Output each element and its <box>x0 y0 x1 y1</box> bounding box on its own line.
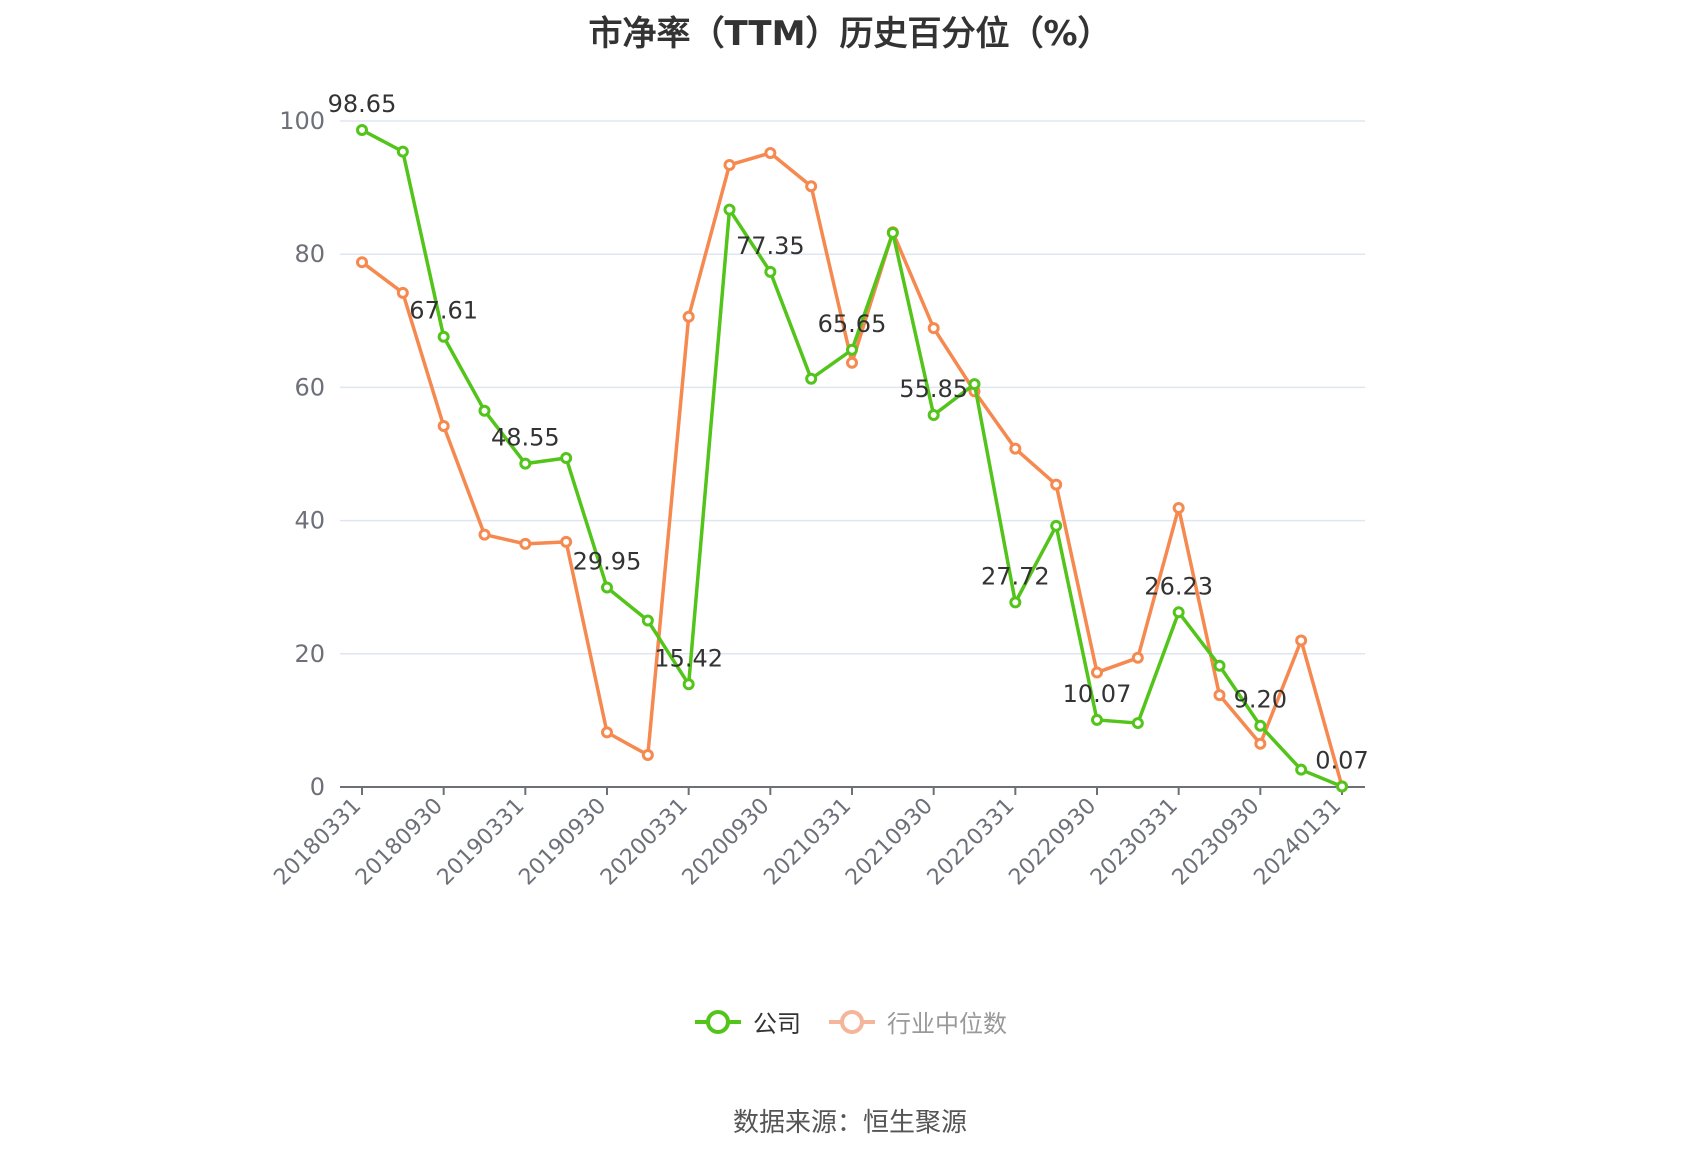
x-tick-label-20210331: 20210331 <box>759 794 856 891</box>
point-company-20220930 <box>1091 713 1103 726</box>
data-label-company-20190331: 48.55 <box>491 424 560 452</box>
x-tick-label-20180331: 20180331 <box>269 794 366 891</box>
point-company-20200930 <box>764 265 777 278</box>
x-tick-label-20210930: 20210930 <box>841 794 938 891</box>
chart-title: 市净率（TTM）历史百分位（%） <box>588 14 1112 54</box>
series-layer <box>356 123 1348 793</box>
x-tick-label-20240131: 20240131 <box>1249 794 1346 891</box>
data-label-company-20200331: 15.42 <box>654 644 723 672</box>
point-company-20230331 <box>1172 606 1185 619</box>
series-line-company <box>361 128 1343 789</box>
x-tick-label-20190331: 20190331 <box>433 794 530 891</box>
y-tick-label-60: 60 <box>294 373 325 401</box>
data-label-company-20210331: 65.65 <box>818 310 887 338</box>
legend: 公司 行业中位数 <box>0 1004 1700 1039</box>
data-label-company-20240131: 0.07 <box>1315 747 1368 775</box>
data-label-company-20190930: 29.95 <box>573 548 642 576</box>
x-tick-label-20230930: 20230930 <box>1168 794 1265 891</box>
data-label-company-20200930: 77.35 <box>736 232 805 260</box>
legend-label-company: 公司 <box>753 1010 801 1038</box>
data-source: 数据来源：恒生聚源 <box>732 1108 967 1138</box>
y-tick-label-20: 20 <box>294 640 325 668</box>
point-company-20180930 <box>437 330 450 343</box>
point-industry-median-20220630 <box>1050 478 1063 491</box>
point-company-20191231 <box>641 614 654 627</box>
point-industry-median-20181231 <box>478 528 491 541</box>
x-tick-label-20230331: 20230331 <box>1086 794 1183 891</box>
point-company-20210930 <box>927 409 940 422</box>
x-axis: 2018033120180930201903312019093020200331… <box>269 786 1365 891</box>
series-line-industry-median <box>360 151 1344 787</box>
y-axis-ticks: 0 20 40 60 80 100 <box>279 107 325 801</box>
point-company-20210331 <box>846 343 858 356</box>
point-industry-median-20210930 <box>927 322 940 335</box>
point-company-20180630 <box>396 145 409 158</box>
point-company-20231231 <box>1295 763 1308 776</box>
legend-label-industry-median: 行业中位数 <box>887 1010 1007 1038</box>
data-label-company-20210930: 55.85 <box>899 375 968 403</box>
x-tick-label-20220930: 20220930 <box>1004 794 1101 891</box>
point-industry-median-20190930 <box>601 726 613 739</box>
point-company-20201231 <box>805 372 818 385</box>
data-label-company-20220331: 27.72 <box>981 562 1050 590</box>
point-company-20200630 <box>723 203 736 216</box>
point-company-20181231 <box>478 404 491 417</box>
x-tick-label-20190930: 20190930 <box>514 794 611 891</box>
y-tick-label-100: 100 <box>279 107 325 135</box>
x-tick-label-20200930: 20200930 <box>678 794 775 891</box>
legend-item-company[interactable]: 公司 <box>693 1004 801 1039</box>
legend-item-industry-median[interactable]: 行业中位数 <box>827 1004 1007 1039</box>
y-tick-label-0: 0 <box>310 773 325 801</box>
data-label-company-20180930: 67.61 <box>409 297 478 325</box>
point-industry-median-20230331 <box>1172 501 1185 514</box>
data-label-company-20220930: 10.07 <box>1063 680 1132 708</box>
point-company-20190331 <box>519 457 532 470</box>
point-industry-median-20221231 <box>1131 651 1144 664</box>
point-industry-median-20200630 <box>723 158 736 171</box>
point-company-20220331 <box>1009 596 1022 609</box>
point-company-20230630 <box>1213 659 1226 672</box>
point-company-20240131 <box>1336 780 1348 793</box>
legend-industry-marker-icon <box>829 1009 875 1034</box>
data-labels: 98.65 67.61 48.55 29.95 15.42 77.35 65.65 55.85… <box>328 90 1369 775</box>
data-label-company-20180331: 98.65 <box>328 90 397 118</box>
point-industry-median-20190630 <box>560 535 573 548</box>
point-industry-median-20190331 <box>519 537 532 550</box>
grid-lines <box>340 120 1365 655</box>
point-company-20221231 <box>1131 717 1144 730</box>
point-industry-median-20191231 <box>641 749 654 762</box>
point-company-20200331 <box>682 678 695 691</box>
point-company-20220630 <box>1050 519 1063 532</box>
point-industry-median-20200930 <box>764 146 777 159</box>
point-industry-median-20180331 <box>356 256 368 269</box>
x-tick-label-20200331: 20200331 <box>596 794 693 891</box>
point-company-20210630 <box>886 226 899 239</box>
point-industry-median-20220930 <box>1091 666 1103 679</box>
data-label-company-20230930: 9.20 <box>1234 686 1287 714</box>
point-industry-median-20230630 <box>1213 689 1226 702</box>
point-company-20190930 <box>601 581 613 594</box>
point-industry-median-20180930 <box>437 420 450 433</box>
point-industry-median-20180630 <box>396 286 409 299</box>
line-chart: 0 20 40 60 80 100 201803312018093020190331201… <box>269 90 1369 891</box>
point-company-20190630 <box>560 451 573 464</box>
data-label-company-20230331: 26.23 <box>1144 572 1213 600</box>
point-company-20230930 <box>1254 719 1267 732</box>
point-industry-median-20230930 <box>1254 737 1267 750</box>
point-industry-median-20200331 <box>682 310 695 323</box>
point-company-20211231 <box>968 378 981 391</box>
point-industry-median-20210331 <box>846 356 858 369</box>
x-tick-label-20220331: 20220331 <box>923 794 1020 891</box>
x-tick-label-20180930: 20180930 <box>351 794 448 891</box>
point-industry-median-20231231 <box>1295 634 1308 647</box>
point-industry-median-20220331 <box>1009 442 1022 455</box>
y-tick-label-40: 40 <box>294 507 325 535</box>
point-industry-median-20201231 <box>805 180 818 193</box>
y-tick-label-80: 80 <box>294 240 325 268</box>
point-company-20180331 <box>356 123 368 136</box>
legend-company-marker-icon <box>695 1009 741 1034</box>
